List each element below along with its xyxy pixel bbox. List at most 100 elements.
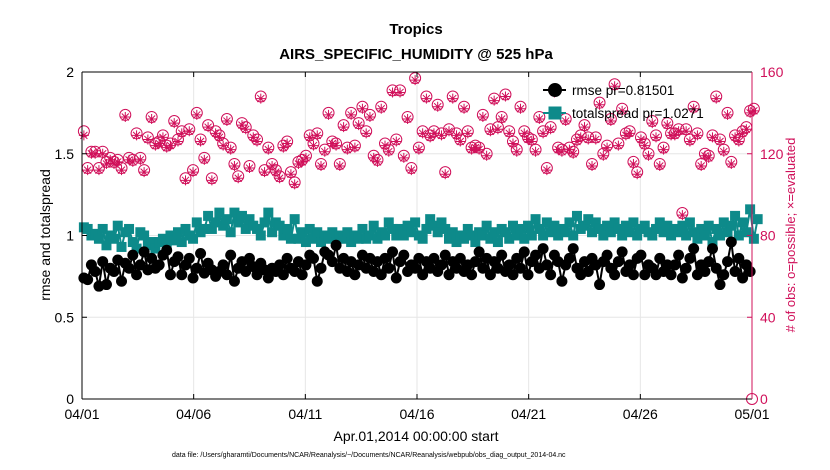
- rmse-point: [718, 269, 730, 281]
- evaluated-obs-marker: [617, 105, 628, 116]
- rmse-point: [428, 252, 440, 264]
- totalspread-point: [169, 235, 180, 246]
- totalspread-point: [602, 220, 613, 231]
- evaluated-obs-marker: [312, 130, 323, 141]
- rmse-point: [639, 269, 651, 281]
- y2-tick-label: 0: [760, 391, 768, 407]
- evaluated-obs-marker: [733, 136, 744, 147]
- evaluated-obs-marker: [395, 87, 406, 98]
- rmse-point: [100, 279, 112, 291]
- evaluated-obs-marker: [594, 99, 605, 110]
- evaluated-obs-marker: [188, 167, 199, 178]
- totalspread-point: [538, 230, 549, 241]
- evaluated-obs-marker: [364, 111, 375, 122]
- evaluated-obs-marker: [568, 148, 579, 159]
- evaluated-obs-marker: [131, 130, 142, 141]
- rmse-point: [221, 269, 233, 281]
- evaluated-obs-marker: [654, 161, 665, 172]
- rmse-point: [545, 269, 557, 281]
- totalspread-point: [703, 220, 714, 231]
- evaluated-obs-marker: [240, 124, 251, 135]
- rmse-point: [654, 252, 666, 264]
- totalspread-point: [549, 220, 560, 231]
- totalspread-point: [93, 233, 104, 244]
- evaluated-obs-marker: [331, 140, 342, 151]
- rmse-point: [661, 259, 673, 271]
- x-tick-label: 04/11: [288, 406, 322, 422]
- evaluated-obs-marker: [410, 75, 421, 86]
- evaluated-obs-marker: [176, 128, 187, 139]
- evaluated-obs-marker: [681, 126, 692, 137]
- rmse-point: [326, 256, 338, 268]
- totalspread-point: [229, 207, 240, 218]
- totalspread-point: [560, 227, 571, 238]
- evaluated-obs-marker: [383, 146, 394, 157]
- totalspread-point: [590, 217, 601, 228]
- totalspread-point: [297, 227, 308, 238]
- evaluated-obs-marker: [78, 130, 89, 141]
- totalspread-point: [338, 233, 349, 244]
- legend-rmse-marker: [548, 83, 562, 97]
- rmse-point: [311, 275, 323, 287]
- rmse-point: [228, 275, 240, 287]
- evaluated-obs-marker: [459, 103, 470, 114]
- evaluated-obs-marker: [101, 158, 112, 169]
- rmse-point: [296, 269, 308, 281]
- totalspread-point: [203, 210, 214, 221]
- evaluated-obs-marker: [741, 124, 752, 135]
- totalspread-point: [451, 237, 462, 248]
- evaluated-obs-marker: [282, 138, 293, 149]
- rmse-point: [330, 239, 342, 251]
- rmse-point: [737, 272, 749, 284]
- totalspread-point: [534, 223, 545, 234]
- evaluated-obs-marker: [564, 144, 575, 155]
- rmse-point: [627, 269, 639, 281]
- evaluated-obs-marker: [545, 124, 556, 135]
- evaluated-obs-marker: [150, 140, 161, 151]
- rmse-point: [97, 256, 109, 268]
- totalspread-point: [530, 214, 541, 225]
- rmse-point: [725, 236, 737, 248]
- rmse-point: [496, 249, 508, 261]
- totalspread-point: [470, 237, 481, 248]
- evaluated-obs-marker: [342, 144, 353, 155]
- evaluated-obs-marker: [541, 165, 552, 176]
- rmse-point: [703, 256, 715, 268]
- evaluated-obs-marker: [620, 130, 631, 141]
- totalspread-point: [673, 227, 684, 238]
- totalspread-point: [124, 223, 135, 234]
- tick-labels: 04/01 04/06 04/11 04/16 04/21 04/26 05/0100.51…: [55, 64, 784, 422]
- totalspread-point: [707, 237, 718, 248]
- legend-spread-marker: [548, 106, 562, 120]
- rmse-point: [466, 269, 478, 281]
- rmse-point: [138, 246, 150, 258]
- totalspread-point: [654, 217, 665, 228]
- rmse-point: [484, 269, 496, 281]
- totalspread-point: [500, 227, 511, 238]
- rmse-point: [699, 265, 711, 277]
- evaluated-obs-marker: [428, 128, 439, 139]
- rmse-point: [673, 249, 685, 261]
- totalspread-point: [255, 230, 266, 241]
- evaluated-obs-marker: [669, 130, 680, 141]
- rmse-point: [511, 252, 523, 264]
- evaluated-obs-marker: [172, 136, 183, 147]
- totalspread-point: [745, 204, 756, 215]
- evaluated-obs-marker: [323, 109, 334, 120]
- totalspread-point: [218, 220, 229, 231]
- totalspread-point: [323, 233, 334, 244]
- totalspread-point: [267, 227, 278, 238]
- evaluated-obs-marker: [297, 156, 308, 167]
- totalspread-point: [523, 220, 534, 231]
- totalspread-point: [97, 223, 108, 234]
- totalspread-point: [741, 227, 752, 238]
- totalspread-point: [594, 223, 605, 234]
- evaluated-obs-marker: [455, 136, 466, 147]
- y2-tick-label: 120: [760, 146, 784, 162]
- evaluated-obs-marker: [602, 142, 613, 153]
- totalspread-point: [263, 207, 274, 218]
- totalspread-point: [519, 233, 530, 244]
- evaluated-obs-marker: [214, 132, 225, 143]
- rmse-point: [556, 275, 568, 287]
- rmse-point: [307, 252, 319, 264]
